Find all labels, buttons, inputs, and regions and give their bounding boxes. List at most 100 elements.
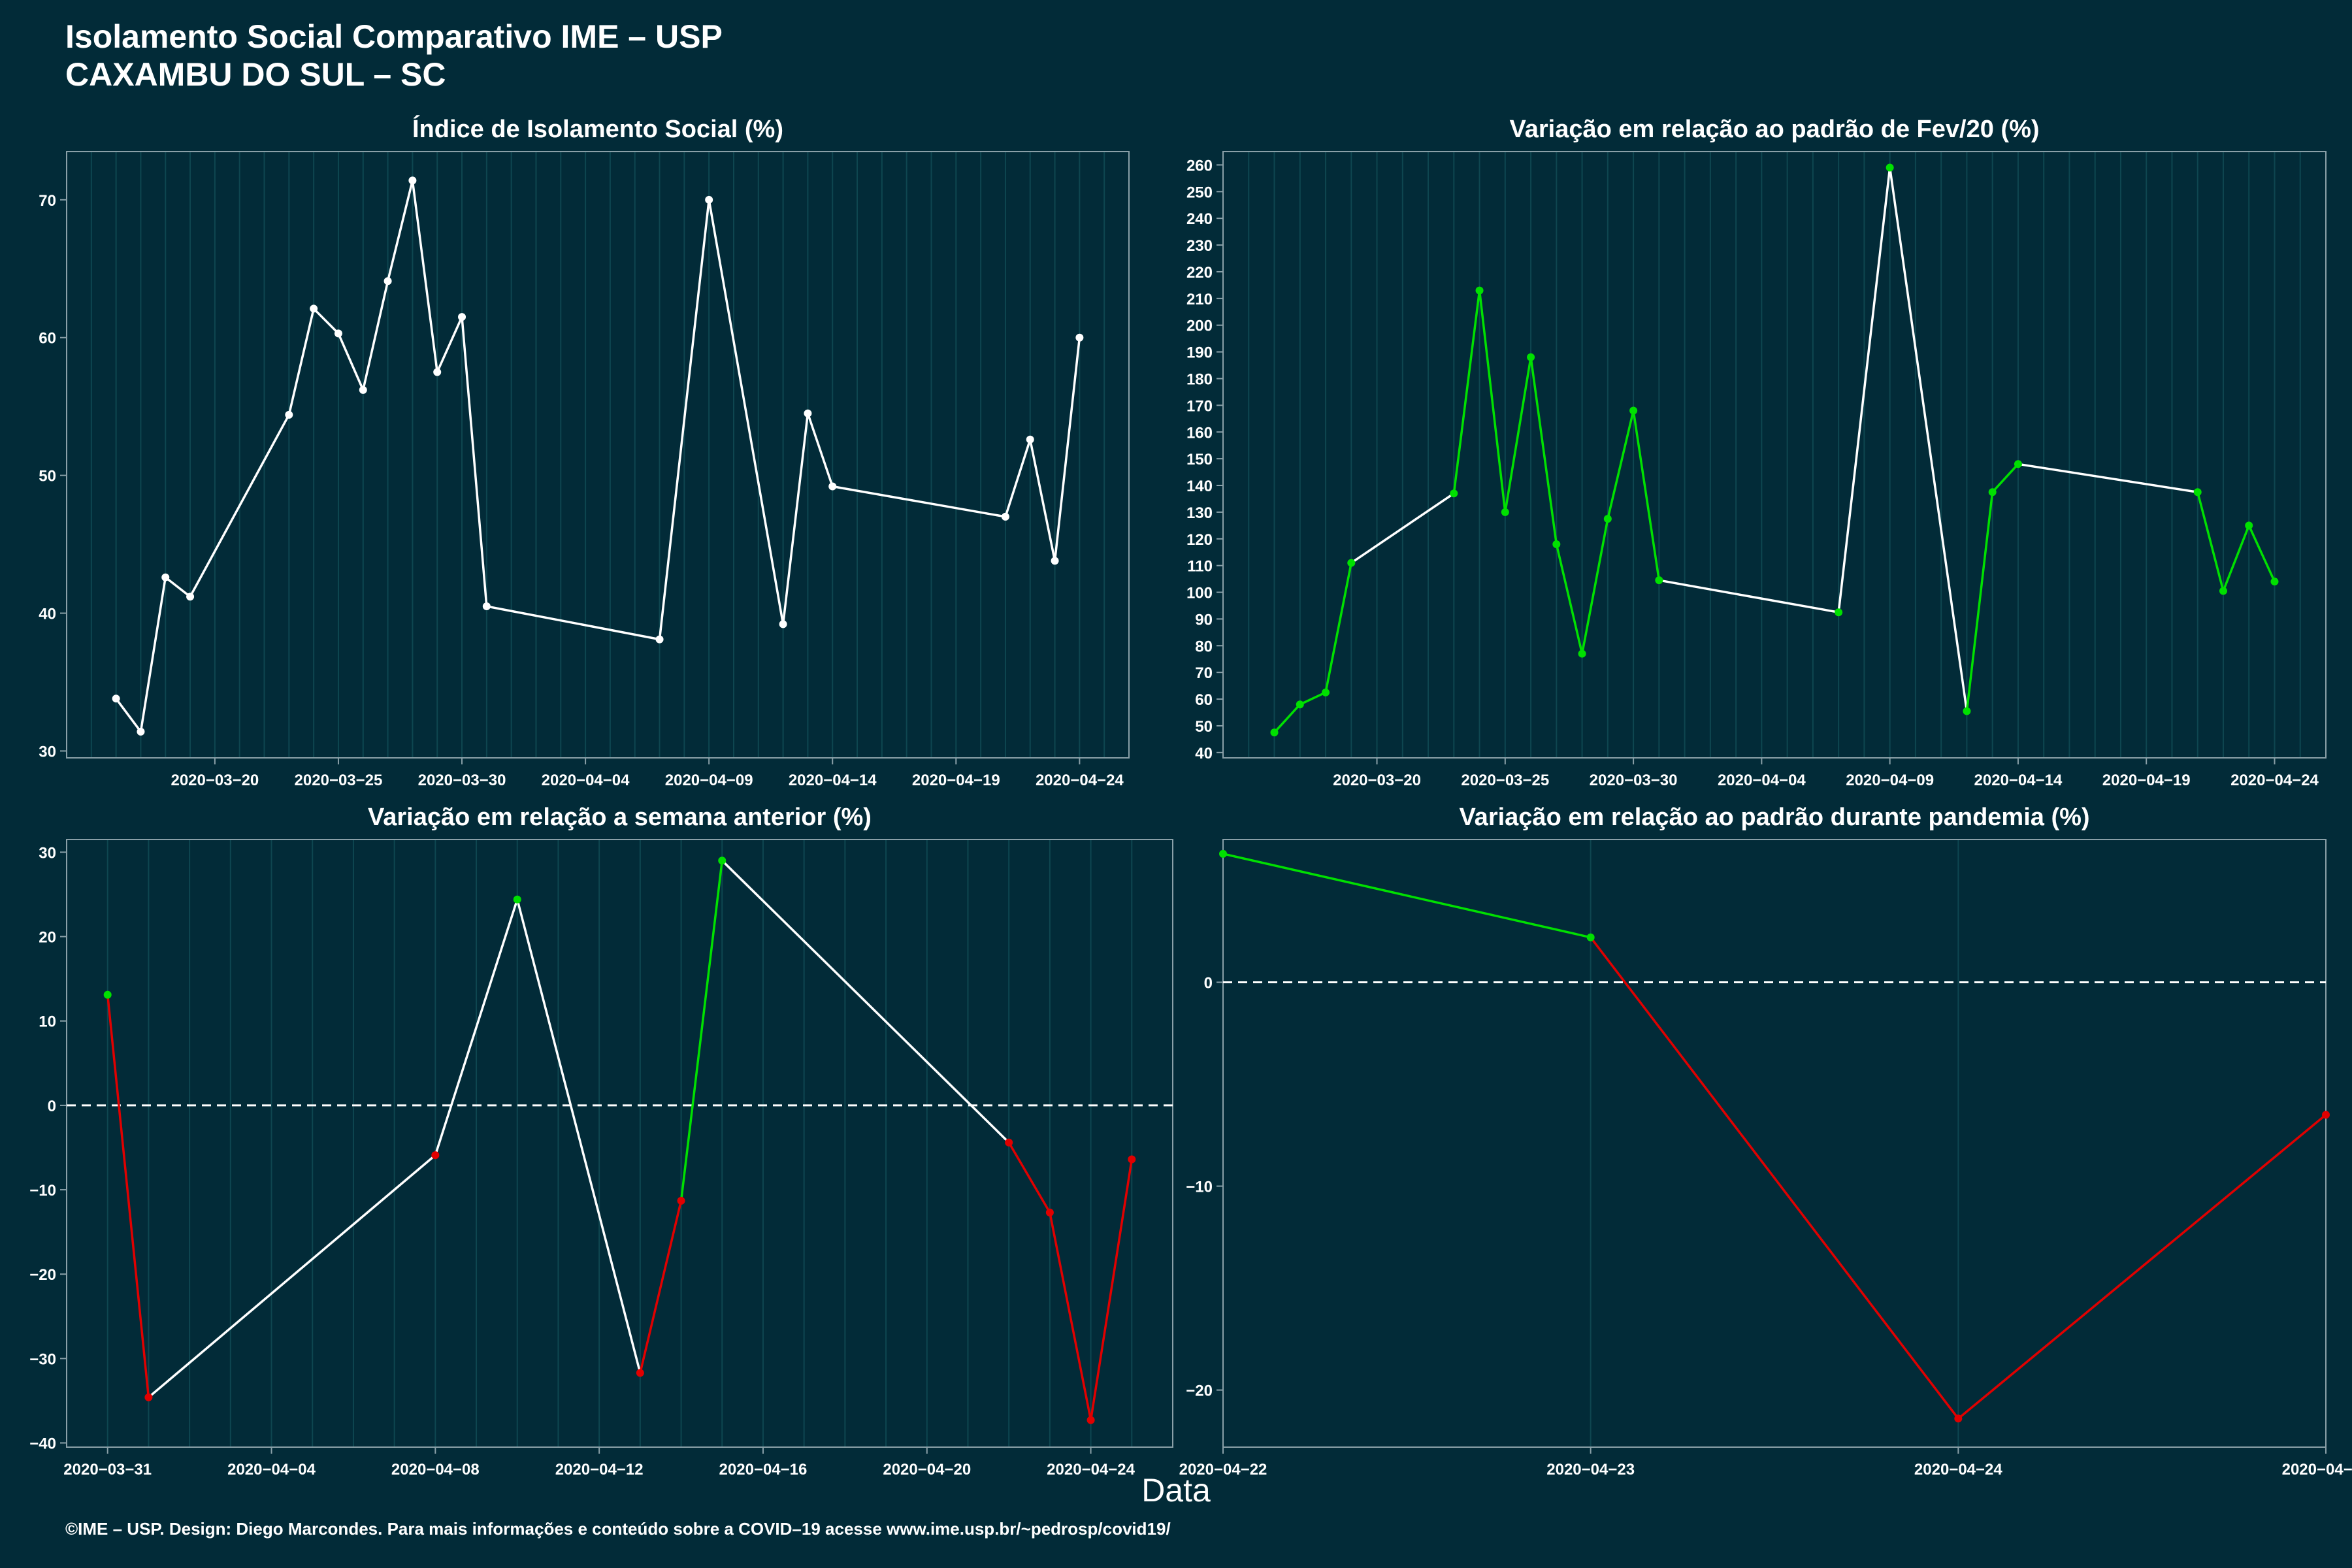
data-point [1501, 508, 1509, 516]
data-point [1527, 353, 1535, 361]
main-title: Isolamento Social Comparativo IME – USP [65, 18, 723, 55]
series-segment [362, 280, 389, 391]
series-segment [1053, 336, 1081, 563]
y-tick-label: 120 [1186, 531, 1213, 549]
data-point [1005, 1138, 1013, 1147]
y-tick-label: 0 [48, 1098, 56, 1115]
chart-panel-1: Índice de Isolamento Social (%) 30 40 50 60 7… [39, 114, 1130, 789]
x-tick-label: 2020−04−24 [2230, 772, 2319, 789]
panel-frame [66, 839, 1173, 1448]
y-tick-label: −20 [29, 1266, 56, 1284]
data-point [1270, 728, 1279, 737]
series-segment [1504, 356, 1532, 514]
series-segment [831, 485, 1007, 518]
data-point [1219, 849, 1227, 858]
data-point [144, 1393, 153, 1401]
data-point [1988, 488, 1997, 497]
series-segment [386, 179, 414, 283]
series-segment [1888, 166, 1968, 713]
series-segment [287, 307, 315, 416]
series-segment [114, 697, 142, 733]
data-point [1045, 1208, 1054, 1217]
x-tick-label: 2020−03−31 [63, 1461, 152, 1478]
y-tick-label: 70 [1195, 664, 1213, 682]
series-segment [1007, 1141, 1051, 1214]
y-tick-label: 130 [1186, 504, 1213, 522]
x-axis-label: Data [1141, 1472, 1211, 1509]
data-point [310, 304, 318, 313]
y-tick-label: 140 [1186, 478, 1213, 495]
data-point [2014, 460, 2022, 468]
x-tick-label: 2020−04−24 [1914, 1461, 2002, 1478]
series-segment [1350, 492, 1456, 564]
x-tick-label: 2020−03−25 [295, 772, 383, 789]
y-tick-label: 160 [1186, 424, 1213, 442]
x-tick-label: 2020−04−14 [1974, 772, 2063, 789]
data-point [804, 409, 812, 417]
series-segment [1273, 703, 1301, 734]
series-segment [1555, 543, 1584, 655]
y-tick-label: 60 [1195, 691, 1213, 709]
x-tick-label: 2020−03−30 [1590, 772, 1678, 789]
data-point [1578, 649, 1586, 658]
y-tick-label: 60 [39, 330, 56, 348]
y-tick-label: 170 [1186, 397, 1213, 415]
panel-frame [66, 151, 1130, 759]
series-segment [1529, 356, 1558, 546]
data-point [513, 895, 521, 904]
series-segment [436, 316, 463, 374]
data-point [334, 329, 342, 338]
y-tick-label: 50 [39, 468, 56, 485]
x-tick-label: 2020−04−24 [1036, 772, 1124, 789]
y-tick-label: 150 [1186, 451, 1213, 468]
panel-frame [1222, 839, 2327, 1448]
y-tick-label: 110 [1187, 558, 1213, 576]
data-point [2270, 578, 2279, 586]
series-segment [639, 1200, 683, 1375]
series-segment [1478, 289, 1507, 514]
x-tick-label: 2020−04−20 [883, 1461, 971, 1478]
data-point [1051, 557, 1059, 565]
y-tick-label: 80 [1195, 638, 1213, 655]
y-tick-label: −40 [29, 1435, 56, 1453]
data-point [2219, 587, 2227, 595]
y-tick-label: 240 [1186, 210, 1213, 228]
series-segment [1632, 409, 1661, 581]
y-tick-label: −10 [29, 1182, 56, 1200]
data-point [186, 593, 195, 601]
series-segment [1004, 438, 1032, 518]
chart-panel-4: Variação em relação ao padrão durante pa… [1179, 804, 2352, 1478]
series-segment [1965, 491, 1994, 713]
x-tick-label: 2020−04−04 [227, 1461, 316, 1478]
series-segment [806, 412, 834, 488]
series-segment [1589, 936, 1960, 1420]
data-point [384, 277, 392, 286]
y-tick-label: 0 [1204, 974, 1213, 992]
y-tick-label: −30 [29, 1350, 56, 1368]
data-point [1586, 933, 1595, 941]
series-segment [708, 199, 785, 626]
data-point [1655, 576, 1663, 585]
x-tick-label: 2020−04−23 [1546, 1461, 1635, 1478]
y-tick-label: 50 [1195, 718, 1213, 736]
data-point [161, 573, 170, 581]
data-point [1603, 515, 1612, 523]
chart-panel-2: Variação em relação ao padrão de Fev/20 … [1186, 116, 2327, 789]
y-tick-label: 200 [1186, 318, 1213, 335]
x-tick-label: 2020−04−22 [1179, 1461, 1267, 1478]
x-tick-label: 2020−04−08 [391, 1461, 480, 1478]
series-segment [411, 179, 438, 374]
y-tick-label: −20 [1186, 1382, 1213, 1400]
y-tick-label: 230 [1186, 237, 1213, 255]
y-tick-label: 40 [39, 606, 56, 623]
y-tick-label: 20 [39, 929, 56, 947]
data-point [1629, 406, 1638, 415]
data-point [1075, 333, 1084, 342]
data-point [2322, 1111, 2330, 1119]
series-segment [164, 576, 191, 598]
series-segment [1324, 561, 1353, 694]
x-tick-label: 2020−04−16 [719, 1461, 808, 1478]
data-point [2193, 488, 2202, 497]
y-tick-label: 30 [39, 844, 56, 862]
data-point [1450, 489, 1458, 498]
